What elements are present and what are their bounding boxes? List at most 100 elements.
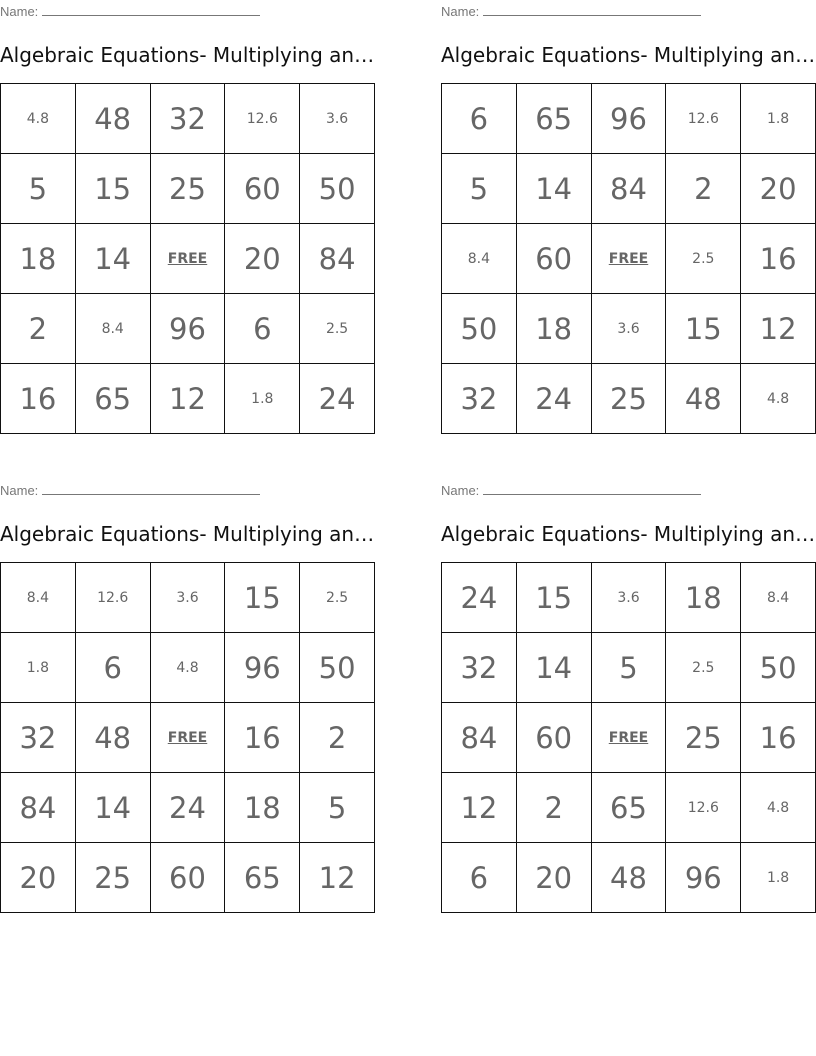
grid-cell: 12.6: [665, 83, 742, 154]
grid-cell: 60: [515, 702, 592, 773]
grid-cell: 8.4: [74, 293, 151, 364]
grid-cell: 4.8: [740, 363, 816, 434]
grid-row: 18 14 FREE 20 84: [0, 223, 375, 294]
bingo-grid: 6 65 96 12.6 1.8 5 14 84 2 20 8.4 60 FREE 2.5 16 50 18 3.…: [441, 83, 816, 434]
grid-row: 6 65 96 12.6 1.8: [441, 83, 816, 154]
card-title: Algebraic Equations- Multiplying an…: [441, 43, 816, 67]
grid-cell: 4.8: [0, 83, 76, 154]
grid-cell: 96: [149, 293, 226, 364]
name-field[interactable]: Name:: [0, 482, 261, 498]
free-space-cell: FREE: [590, 702, 667, 773]
grid-cell: 5: [0, 153, 76, 224]
grid-cell: 2: [299, 702, 375, 773]
grid-row: 32 14 5 2.5 50: [441, 632, 816, 703]
grid-row: 32 24 25 48 4.8: [441, 363, 816, 434]
grid-cell: 16: [224, 702, 301, 773]
grid-cell: 20: [224, 223, 301, 294]
grid-cell: 14: [74, 772, 151, 843]
grid-row: 24 15 3.6 18 8.4: [441, 562, 816, 633]
grid-cell: 16: [740, 223, 816, 294]
grid-row: 84 60 FREE 25 16: [441, 702, 816, 773]
free-space-cell: FREE: [149, 702, 226, 773]
grid-cell: 60: [515, 223, 592, 294]
grid-cell: 20: [515, 842, 592, 913]
grid-cell: 15: [515, 562, 592, 633]
grid-cell: 50: [299, 632, 375, 703]
grid-row: 8.4 12.6 3.6 15 2.5: [0, 562, 375, 633]
grid-cell: 12: [299, 842, 375, 913]
name-label: Name:: [0, 483, 39, 498]
name-blank-line[interactable]: [483, 3, 702, 16]
grid-cell: 50: [299, 153, 375, 224]
grid-cell: 18: [665, 562, 742, 633]
name-field[interactable]: Name:: [0, 3, 261, 19]
grid-cell: 8.4: [0, 562, 76, 633]
grid-cell: 24: [299, 363, 375, 434]
grid-cell: 32: [441, 363, 517, 434]
grid-cell: 32: [441, 632, 517, 703]
bingo-grid: 8.4 12.6 3.6 15 2.5 1.8 6 4.8 96 50 32 48 FREE 16 2 84 1…: [0, 562, 375, 913]
grid-cell: 3.6: [590, 293, 667, 364]
grid-row: 5 15 25 60 50: [0, 153, 375, 224]
card-title: Algebraic Equations- Multiplying an…: [0, 522, 375, 546]
grid-cell: 6: [224, 293, 301, 364]
grid-cell: 48: [74, 702, 151, 773]
bingo-grid: 24 15 3.6 18 8.4 32 14 5 2.5 50 84 60 FREE 25 16 12 2 65 1…: [441, 562, 816, 913]
grid-cell: 12.6: [665, 772, 742, 843]
grid-cell: 12: [740, 293, 816, 364]
grid-cell: 65: [224, 842, 301, 913]
grid-cell: 14: [74, 223, 151, 294]
grid-cell: 6: [441, 83, 517, 154]
grid-cell: 48: [590, 842, 667, 913]
grid-cell: 20: [0, 842, 76, 913]
grid-row: 8.4 60 FREE 2.5 16: [441, 223, 816, 294]
grid-cell: 12: [441, 772, 517, 843]
grid-row: 5 14 84 2 20: [441, 153, 816, 224]
grid-cell: 15: [74, 153, 151, 224]
name-field[interactable]: Name:: [441, 482, 702, 498]
grid-cell: 2: [665, 153, 742, 224]
grid-cell: 2: [515, 772, 592, 843]
grid-cell: 18: [515, 293, 592, 364]
grid-cell: 65: [515, 83, 592, 154]
grid-row: 12 2 65 12.6 4.8: [441, 772, 816, 843]
card-title: Algebraic Equations- Multiplying an…: [0, 43, 375, 67]
name-blank-line[interactable]: [483, 482, 702, 495]
name-blank-line[interactable]: [42, 482, 261, 495]
grid-cell: 84: [441, 702, 517, 773]
name-label: Name:: [441, 483, 480, 498]
grid-cell: 60: [149, 842, 226, 913]
grid-cell: 18: [224, 772, 301, 843]
grid-cell: 12.6: [74, 562, 151, 633]
grid-cell: 65: [74, 363, 151, 434]
grid-cell: 12.6: [224, 83, 301, 154]
grid-cell: 3.6: [299, 83, 375, 154]
grid-cell: 2: [0, 293, 76, 364]
grid-row: 50 18 3.6 15 12: [441, 293, 816, 364]
grid-cell: 1.8: [740, 842, 816, 913]
name-label: Name:: [0, 4, 39, 19]
grid-cell: 3.6: [149, 562, 226, 633]
grid-row: 16 65 12 1.8 24: [0, 363, 375, 434]
grid-cell: 25: [665, 702, 742, 773]
grid-cell: 14: [515, 632, 592, 703]
grid-row: 4.8 48 32 12.6 3.6: [0, 83, 375, 154]
grid-cell: 25: [590, 363, 667, 434]
name-blank-line[interactable]: [42, 3, 261, 16]
grid-cell: 24: [441, 562, 517, 633]
card-title: Algebraic Equations- Multiplying an…: [441, 522, 816, 546]
grid-cell: 1.8: [740, 83, 816, 154]
grid-cell: 3.6: [590, 562, 667, 633]
grid-cell: 50: [441, 293, 517, 364]
grid-cell: 1.8: [224, 363, 301, 434]
grid-cell: 2.5: [665, 223, 742, 294]
grid-cell: 48: [665, 363, 742, 434]
grid-row: 32 48 FREE 16 2: [0, 702, 375, 773]
grid-cell: 2.5: [299, 293, 375, 364]
grid-row: 6 20 48 96 1.8: [441, 842, 816, 913]
grid-cell: 15: [665, 293, 742, 364]
name-field[interactable]: Name:: [441, 3, 702, 19]
name-label: Name:: [441, 4, 480, 19]
grid-cell: 16: [740, 702, 816, 773]
grid-cell: 2.5: [299, 562, 375, 633]
